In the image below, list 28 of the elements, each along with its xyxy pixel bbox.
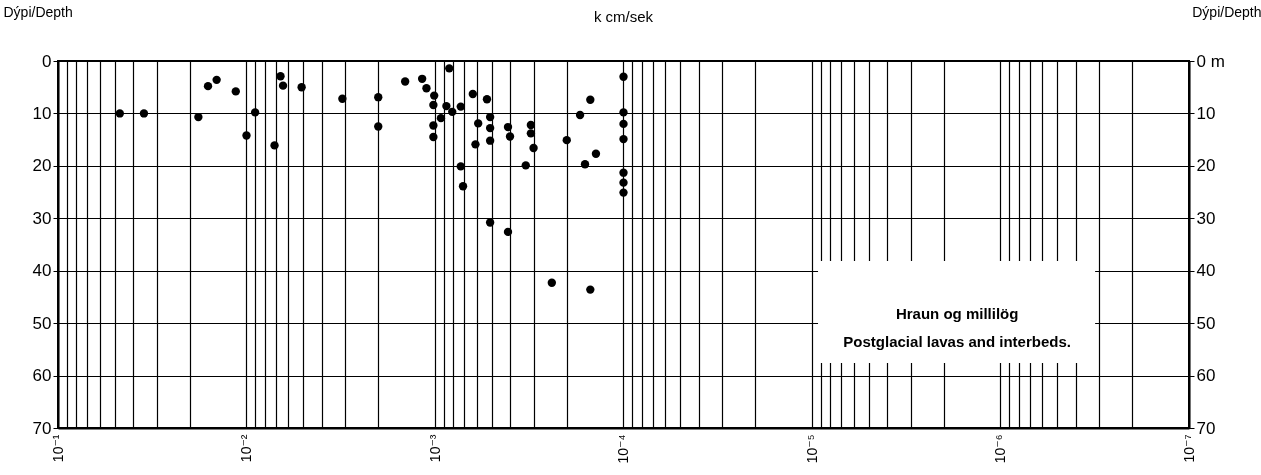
x-tick-label: 10⁻¹ <box>49 434 66 463</box>
y2-tick-label: 10 <box>1196 103 1216 123</box>
y-tick-label: 10 <box>32 103 52 123</box>
annotation: Postglacial lavas and interbeds. <box>843 333 1071 351</box>
y-axis-title: Dýpi/Depth <box>3 3 73 20</box>
y-tick-label: 50 <box>32 313 52 333</box>
y-tick-label: 30 <box>32 208 52 228</box>
x-tick-label: 10⁻⁷ <box>1180 434 1197 463</box>
y-tick-label: 60 <box>32 366 52 386</box>
x-tick-label: 10⁻⁴ <box>615 434 631 464</box>
y2-tick-label: 40 <box>1196 261 1216 281</box>
y-tick-label: 20 <box>32 156 52 176</box>
y-tick-label: 70 <box>32 418 52 438</box>
y2-tick-label: 70 <box>1196 418 1216 438</box>
x-tick-label: 10⁻⁶ <box>992 434 1008 464</box>
annotation: Hraun og millilög <box>895 305 1019 323</box>
y2-axis-title: Dýpi/Depth <box>1192 3 1261 20</box>
y2-tick-label: 20 <box>1196 156 1216 176</box>
y2-tick-label: 0 m <box>1196 51 1225 71</box>
chart-title: k cm/sek <box>593 8 654 25</box>
y-tick-label: 40 <box>32 261 52 281</box>
x-tick-label: 10⁻² <box>238 434 254 463</box>
y2-tick-label: 60 <box>1196 366 1216 386</box>
y-tick-label: 0 <box>42 51 52 71</box>
y2-tick-label: 30 <box>1196 208 1216 228</box>
x-tick-label: 10⁻⁵ <box>803 434 820 464</box>
x-tick-label: 10⁻³ <box>426 434 443 463</box>
y2-tick-label: 50 <box>1196 313 1216 333</box>
